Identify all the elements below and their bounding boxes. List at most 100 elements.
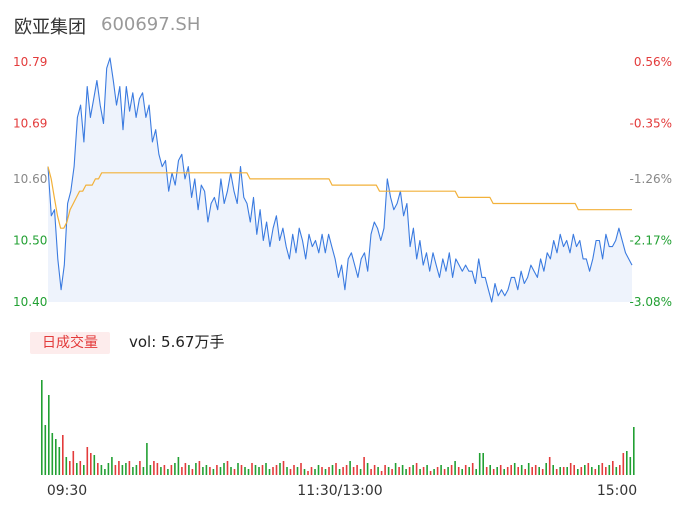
volume-bar [76,463,78,475]
volume-bar [293,465,295,475]
volume-bar [538,467,540,475]
stock-code: 600697.SH [101,14,201,35]
x-ticks-layer: 09:30 11:30/13:00 15:00 [47,483,637,499]
volume-bar [506,467,509,475]
volume-bar [594,469,597,475]
volume-bar [552,465,554,475]
volume-bar [58,447,61,475]
volume-bar [615,467,618,475]
volume-bar [184,463,187,475]
volume-bar [286,467,288,475]
volume-bar [433,469,435,475]
volume-bar [447,467,449,475]
volume-bar [377,467,379,475]
volume-bar [72,451,75,475]
volume-bar [349,461,351,475]
volume-bar [513,463,516,475]
volume-bar [626,451,628,475]
volume-bar [559,467,561,475]
volume-bar [195,463,197,475]
volume-bar [300,463,302,475]
volume-bar [429,471,432,475]
volume-bar [247,469,250,475]
volume-bar [181,467,183,475]
volume-bar [289,469,292,475]
volume-bar [384,465,386,475]
x-tick-label: 11:30/13:00 [297,483,382,499]
volume-bar [499,465,502,475]
volume-bar [156,463,159,475]
volume-bar [223,463,225,475]
y-tick-price: 10.40 [13,295,47,309]
volume-bar [121,465,124,475]
volume-badge: 日成交量 [30,332,110,354]
volume-bar [275,465,278,475]
volume-bar [118,461,120,475]
volume-bar [426,465,428,475]
volume-bar [605,467,607,475]
volume-bar [471,463,474,475]
volume-bar [251,463,253,475]
volume-bar [86,447,89,475]
volume-bar [412,465,414,475]
volume-bar [503,469,505,475]
volume-bar [373,465,376,475]
volume-bar [51,433,54,475]
volume-bar [160,467,162,475]
volume-bar [415,463,418,475]
x-tick-label: 15:00 [597,483,637,499]
volume-bar [366,463,369,475]
volume-bar [205,465,208,475]
average-line [47,166,632,229]
volume-bar [601,463,604,475]
volume-bar [90,453,92,475]
volume-bar [328,467,330,475]
volume-bar [93,455,96,475]
volume-bar [44,425,47,475]
volume-bar [230,467,232,475]
volume-bar [517,467,519,475]
volume-bar [202,467,204,475]
volume-bar [545,463,547,475]
y-tick-pct: -2.17% [630,233,672,247]
volume-bar [419,469,421,475]
volume-bar [244,467,246,475]
volume-bar [132,467,134,475]
volume-bar [139,461,141,475]
volume-bar [573,465,575,475]
price-area-layer [48,58,632,302]
lines-layer [47,57,633,303]
volume-bar [633,427,635,475]
axis-labels-layer: 10.79 0.56% 10.69 -0.35% 10.60 -1.26% 10.50 -2.… [13,55,672,309]
volume-bar [359,469,362,475]
volume-bar [363,457,365,475]
volume-bar [97,463,99,475]
volume-bar [468,467,470,475]
volume-bar [69,461,71,475]
volume-bar [233,469,236,475]
volume-bar [478,453,481,475]
volume-bar [146,443,148,475]
volume-bar [219,467,222,475]
volume-bar [191,469,194,475]
stock-name: 欧亚集团 [14,17,86,38]
volume-bar [566,467,568,475]
volume-bar [48,395,50,475]
volume-bar [380,471,383,475]
volume-bar [391,469,393,475]
volume-bar [198,461,201,475]
volume-bar [450,465,453,475]
volume-bar [464,465,467,475]
volume-bar [401,465,404,475]
volume-bar [475,469,477,475]
volume-bar [619,465,621,475]
volume-bar [405,469,407,475]
volume-bar [612,461,614,475]
volume-bar [569,463,572,475]
volume-bar [422,467,425,475]
volume-bar [482,453,484,475]
volume-bar [587,463,590,475]
volume-bar [577,469,579,475]
volume-bar [177,457,180,475]
